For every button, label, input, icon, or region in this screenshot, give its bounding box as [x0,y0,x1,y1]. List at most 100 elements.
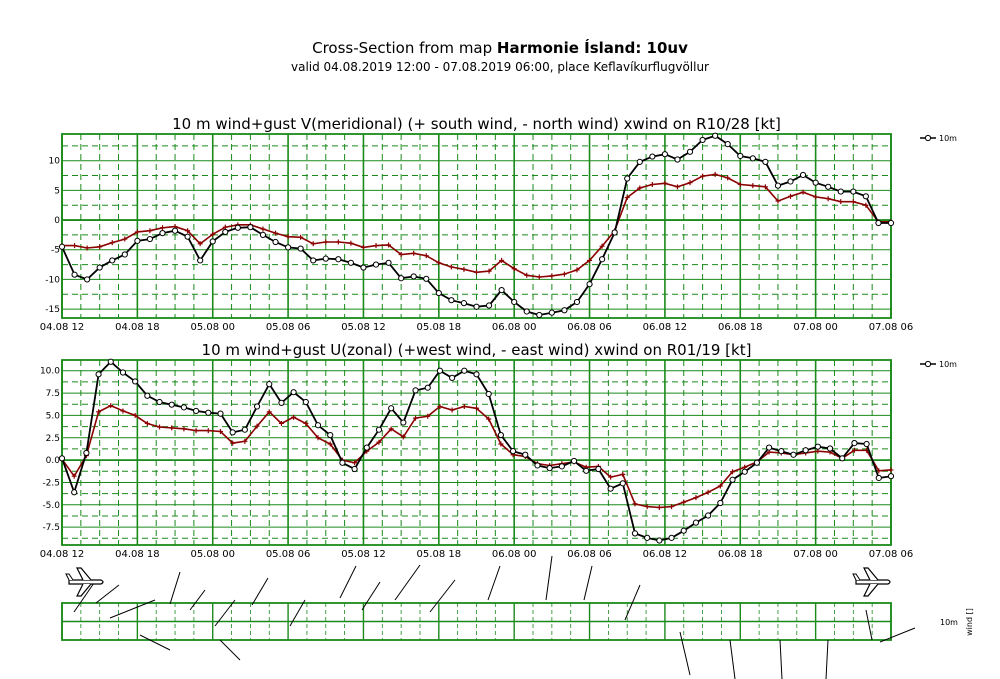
wind-10m-point [737,152,744,160]
x-tick-label: 06.08 18 [718,549,763,560]
x-tick-label: 04.08 18 [115,549,160,560]
wind-10m-point [259,231,267,239]
gust-point [352,460,358,466]
wind-10m-point [850,188,857,195]
gust-point [486,268,492,274]
gust-point [486,416,492,422]
panel-title: 10 m wind+gust V(meridional) (+ south wi… [172,115,781,133]
airplane-tail [852,573,861,581]
wind-10m-point [536,311,543,319]
gust-point [737,181,743,187]
wind-10m-point [460,300,468,307]
x-tick-label: 05.08 00 [190,549,235,560]
legend-label: 10m [939,134,957,143]
wind-barb [139,634,171,651]
gust-point [632,501,638,507]
x-tick-label: 06.08 18 [718,322,763,333]
wind-10m-point [132,378,139,385]
wind-10m-point [339,459,346,466]
gust-point [674,184,680,190]
wind-10m-point [644,534,651,541]
x-tick-label: 05.08 00 [190,322,235,333]
wind-10m-point [171,227,179,234]
gust-point [644,504,650,510]
wind-10m-point [448,297,455,304]
wind-barb [289,599,306,627]
wind-barb [339,565,357,599]
gust-point [725,175,731,181]
wind-10m-point [375,426,383,433]
legend-label: 10m [939,360,957,369]
gust-point [400,434,406,440]
wind-10m-point [561,307,568,314]
x-tick-label: 06.08 00 [492,322,537,333]
airplane-tail [65,573,74,581]
gust-point [436,260,442,266]
wind-10m-point [347,259,354,266]
gust-point [850,199,856,205]
gust-point [278,420,284,426]
wind-10m-point [253,403,261,410]
gust-point [273,230,279,236]
x-tick-label: 06.08 12 [643,549,688,560]
gust-point [159,225,165,231]
x-tick-label: 04.08 18 [115,322,160,333]
gust-point [132,412,138,418]
wind-barb [779,639,783,679]
wind-barb [865,609,873,641]
airplane-wings [863,567,879,597]
gust-point [461,403,467,409]
wind-10m-point [680,527,687,534]
gust-point [498,441,504,447]
gust-point [587,257,593,263]
wind-10m-point [705,512,712,519]
wind-10m-point [96,264,103,271]
legend-marker [924,360,932,368]
y-tick-label: 2.5 [46,434,60,444]
wind-10m-point [322,255,329,262]
wind-10m-point [839,455,846,462]
y-tick-label: -7.5 [42,523,60,533]
wind-10m-point [180,404,188,411]
wind-10m-point [661,151,669,158]
wind-10m-point [851,440,858,447]
wind-10m-point [631,530,639,537]
gust-point [327,441,333,447]
wind-10m-point [699,136,706,144]
wind-10m-point [290,389,297,396]
wind-10m-point [511,298,518,306]
x-tick-label: 06.08 12 [643,322,688,333]
gust-point [649,181,655,187]
wind-10m-point [385,259,392,266]
wind-10m-point [573,298,581,306]
page-subtitle: valid 04.08.2019 12:00 - 07.08.2019 06:0… [290,60,709,74]
gust-point [620,471,626,477]
wind-10m-point [272,238,279,246]
wind-10m-point [144,392,151,399]
wind-10m-point [624,175,631,182]
gust-point [437,403,443,409]
gust-point [266,409,272,415]
gust-point [84,245,90,251]
x-tick-label: 05.08 06 [266,549,311,560]
y-tick-label: 0 [54,216,60,226]
gust-point [254,423,260,429]
gust-point [193,428,199,434]
wind-barb [624,584,641,621]
gust-point [291,414,297,420]
gust-point [413,415,419,421]
y-tick-label: -15 [45,305,60,315]
gust-point [335,239,341,245]
wind-10m-point [787,178,794,185]
gust-point [461,266,467,272]
gust-point [788,193,794,199]
gust-point [669,504,675,510]
gust-point [608,474,614,480]
x-tick-label: 07.08 06 [869,549,914,560]
wind-10m-point [729,476,736,483]
gust-point [230,440,236,446]
wind-10m-point [473,371,480,378]
wind-10m-point [611,229,618,236]
wind-10m-point [121,251,128,258]
